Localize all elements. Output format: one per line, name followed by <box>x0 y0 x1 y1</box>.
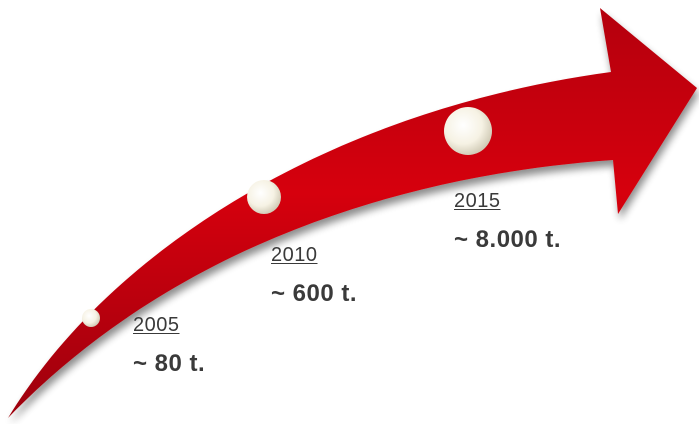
milestone-dot <box>444 107 492 155</box>
milestone-amount: ~ 8.000 t. <box>454 226 562 253</box>
milestone-amount: ~ 600 t. <box>271 280 358 307</box>
milestone-dot <box>247 180 281 214</box>
growth-arrow <box>8 8 697 418</box>
milestone-2005: 2005 ~ 80 t. <box>133 314 205 378</box>
milestone-2010: 2010 ~ 600 t. <box>271 244 357 308</box>
milestone-amount: ~ 80 t. <box>133 350 206 377</box>
milestone-dot <box>82 309 100 327</box>
milestone-year: 2005 <box>133 314 180 336</box>
milestone-year: 2015 <box>454 190 501 212</box>
milestone-year: 2010 <box>271 244 318 266</box>
milestone-2015: 2015 ~ 8.000 t. <box>454 190 561 254</box>
